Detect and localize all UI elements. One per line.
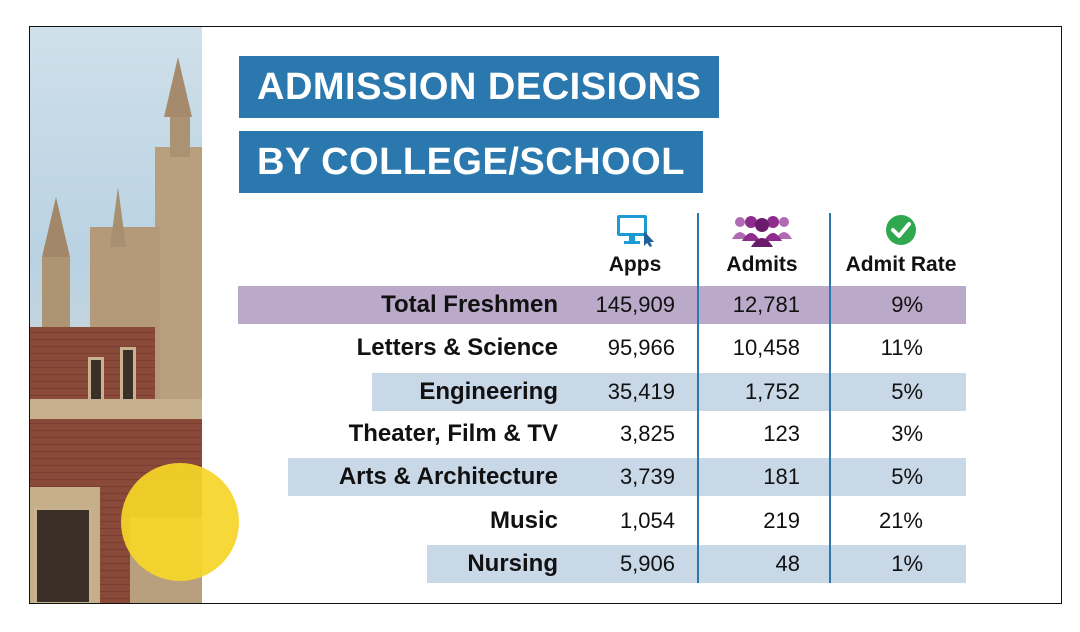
cell-rate: 9% (891, 292, 923, 317)
page-title-line-1: ADMISSION DECISIONS (239, 56, 720, 118)
column-header-admit-rate: Admit Rate (836, 209, 966, 277)
cell-apps: 3,739 (619, 464, 675, 489)
cell-admits: 12,781 (732, 292, 800, 317)
table-row: Theater, Film & TV 3,825 123 3% (30, 415, 1030, 453)
row-label: Nursing (467, 550, 558, 577)
cell-apps: 95,966 (607, 335, 675, 360)
cell-apps: 1,054 (619, 508, 675, 533)
row-label: Engineering (419, 378, 558, 405)
table-row: Arts & Architecture 3,739 181 5% (30, 458, 1030, 496)
decorative-yellow-circle (121, 463, 239, 581)
page-title-line-2: BY COLLEGE/SCHOOL (239, 131, 703, 193)
cell-admits: 1,752 (744, 379, 800, 404)
cell-rate: 5% (891, 379, 923, 404)
row-label: Arts & Architecture (338, 463, 558, 490)
check-circle-icon (886, 215, 916, 245)
column-label-apps: Apps (608, 253, 662, 276)
table-row: Music 1,054 219 21% (30, 502, 1030, 540)
cell-apps: 35,419 (607, 379, 675, 404)
table-row: Engineering 35,419 1,752 5% (30, 373, 1030, 411)
campus-photo (30, 27, 202, 603)
cell-rate: 3% (891, 421, 923, 446)
column-label-admit-rate: Admit Rate (845, 253, 957, 276)
table-row: Letters & Science 95,966 10,458 11% (30, 329, 1030, 367)
cell-apps: 5,906 (619, 551, 675, 576)
table-row: Nursing 5,906 48 1% (30, 545, 1030, 583)
column-label-admits: Admits (726, 253, 798, 276)
row-label: Total Freshmen (381, 291, 558, 318)
row-highlight (372, 373, 966, 411)
cell-admits: 219 (763, 508, 800, 533)
cell-rate: 1% (891, 551, 923, 576)
row-highlight (427, 545, 966, 583)
total-row-highlight (238, 286, 966, 324)
cell-admits: 123 (763, 421, 800, 446)
row-label: Theater, Film & TV (348, 420, 558, 447)
column-header-admits: Admits (697, 209, 827, 277)
cell-admits: 181 (763, 464, 800, 489)
cell-rate: 5% (891, 464, 923, 489)
column-divider-left (697, 213, 699, 583)
people-group-icon (732, 216, 792, 247)
cell-rate: 11% (880, 335, 923, 360)
row-label: Letters & Science (356, 334, 558, 361)
cell-apps: 3,825 (619, 421, 675, 446)
cell-admits: 48 (775, 551, 800, 576)
row-highlight (288, 458, 966, 496)
column-divider-right (829, 213, 831, 583)
cell-rate: 21% (878, 508, 923, 533)
table-row: Total Freshmen 145,909 12,781 9% (30, 286, 1030, 324)
cell-admits: 10,458 (732, 335, 800, 360)
slide: ADMISSION DECISIONS BY COLLEGE/SCHOOL Ap… (29, 26, 1062, 604)
row-label: Music (489, 507, 558, 534)
column-header-apps: Apps (570, 209, 700, 277)
computer-monitor-icon (617, 215, 654, 247)
cell-apps: 145,909 (595, 292, 675, 317)
